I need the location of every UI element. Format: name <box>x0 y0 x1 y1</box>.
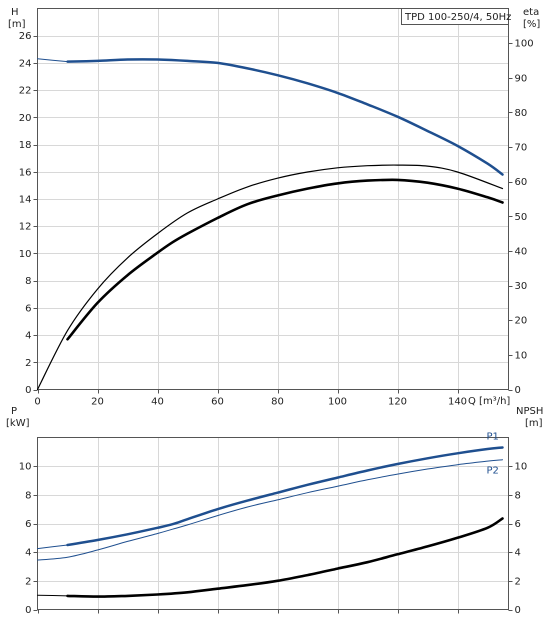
head-axis-title-line1: H <box>11 7 19 18</box>
y-left-tick-label: 14 <box>19 195 32 206</box>
y-right-tick-label: 60 <box>515 177 528 188</box>
npsh-axis-title-line1: NPSH <box>516 406 543 417</box>
y-left-tick-label: 22 <box>19 86 32 97</box>
p1-series-line <box>66 446 504 547</box>
series-line <box>37 594 68 597</box>
y-left-tick-label: 2 <box>25 576 31 587</box>
head-axis-title: H [m] <box>8 7 26 30</box>
y-right-tick-label: 0 <box>515 605 521 616</box>
npsh-axis-title-line2: [m] <box>525 418 543 429</box>
y-left-tick-label: 18 <box>19 140 32 151</box>
power-axis-title-line2: [kW] <box>6 418 30 429</box>
y-left-tick-label: 6 <box>25 519 31 530</box>
head-efficiency-panel: 0246810121416182022242601020304050607080… <box>8 7 542 408</box>
bottom-ticks: 0 2 4 6 8 10 0 2 4 6 8 10 <box>19 462 527 616</box>
series-line <box>66 178 504 341</box>
npsh-axis-title: NPSH [m] <box>516 406 547 429</box>
y-left-tick-label: 26 <box>19 31 32 42</box>
y-right-tick-label: 0 <box>515 385 521 396</box>
power-axis-title: P [kW] <box>6 406 30 429</box>
x-tick-label: 20 <box>91 397 104 408</box>
top-series-group <box>36 58 504 391</box>
y-left-tick-label: 0 <box>25 385 31 396</box>
y-left-tick-label: 20 <box>19 113 32 124</box>
x-tick-label: 0 <box>34 397 40 408</box>
power-axis-title-line1: P <box>11 406 17 417</box>
bottom-grid <box>37 437 509 610</box>
x-tick-label: 140 <box>448 397 467 408</box>
y-right-tick-label: 80 <box>515 108 528 119</box>
eta-axis-title: eta [%] <box>523 7 542 30</box>
y-right-tick-label: 2 <box>515 576 521 587</box>
title-box: TPD 100-250/4, 50Hz <box>401 8 511 25</box>
y-right-tick-label: 20 <box>515 316 528 327</box>
series-line <box>66 517 504 598</box>
y-right-tick-label: 30 <box>515 281 528 292</box>
series-line <box>37 58 68 63</box>
y-left-tick-label: 10 <box>19 462 32 473</box>
y-right-tick-label: 100 <box>515 39 534 50</box>
x-tick-label: 80 <box>271 397 284 408</box>
y-left-tick-label: 8 <box>25 276 31 287</box>
y-right-tick-label: 50 <box>515 212 528 223</box>
series-line <box>36 164 504 391</box>
top-ticks: 0246810121416182022242601020304050607080… <box>19 31 534 407</box>
y-left-tick-label: 12 <box>19 222 32 233</box>
series-line <box>66 58 504 176</box>
y-right-tick-label: 6 <box>515 519 521 530</box>
y-right-tick-label: 10 <box>515 462 528 473</box>
y-left-tick-label: 6 <box>25 303 31 314</box>
bottom-plot-frame <box>37 437 509 610</box>
y-right-tick-label: 8 <box>515 490 521 501</box>
series-line <box>37 544 68 550</box>
power-npsh-panel: 0 2 4 6 8 10 0 2 4 6 8 10 P [kW] NPSH [m] P1 P2 <box>6 406 547 616</box>
y-left-tick-label: 4 <box>25 548 31 559</box>
y-right-tick-label: 40 <box>515 246 528 257</box>
head-axis-title-line2: [m] <box>8 19 26 30</box>
y-left-tick-label: 8 <box>25 490 31 501</box>
eta-axis-title-line2: [%] <box>523 19 540 30</box>
series-label-p2: P2 <box>487 466 499 477</box>
chart-title: TPD 100-250/4, 50Hz <box>404 12 511 23</box>
y-right-tick-label: 90 <box>515 73 528 84</box>
y-left-tick-label: 16 <box>19 167 32 178</box>
y-right-tick-label: 10 <box>515 350 528 361</box>
x-tick-label: 60 <box>211 397 224 408</box>
y-left-tick-label: 0 <box>25 605 31 616</box>
eta-axis-title-line1: eta <box>523 7 539 18</box>
y-right-tick-label: 4 <box>515 548 521 559</box>
y-left-tick-label: 10 <box>19 249 32 260</box>
y-right-tick-label: 70 <box>515 143 528 154</box>
x-tick-label: 40 <box>151 397 164 408</box>
power-curve-labels: P1 P2 <box>487 432 499 477</box>
series-label-p1: P1 <box>487 432 499 443</box>
top-grid <box>37 8 509 390</box>
y-left-tick-label: 4 <box>25 331 31 342</box>
y-left-tick-label: 2 <box>25 358 31 369</box>
x-axis-title: Q [m³/h] <box>468 396 510 407</box>
x-tick-label: 120 <box>388 397 407 408</box>
p2-series-line <box>37 459 503 561</box>
bottom-series-group <box>37 446 504 598</box>
y-left-tick-label: 24 <box>19 58 32 69</box>
x-tick-label: 100 <box>328 397 347 408</box>
